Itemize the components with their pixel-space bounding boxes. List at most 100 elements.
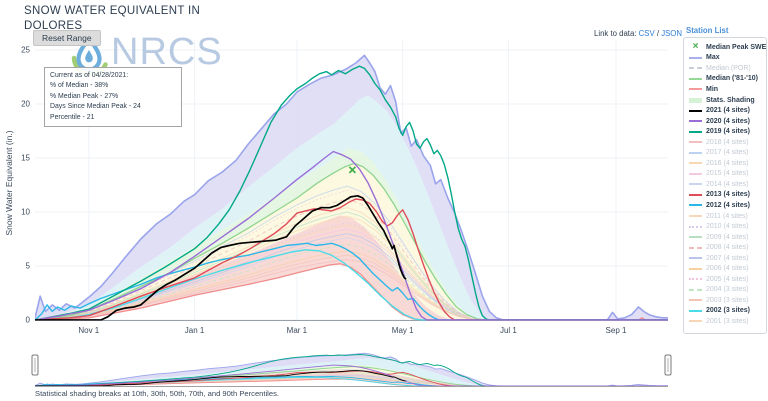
line-swatch-icon xyxy=(689,267,702,270)
legend-label: 2005 (4 sites) xyxy=(706,275,749,283)
legend-item-2014-4-sites[interactable]: 2014 (4 sites) xyxy=(689,179,766,190)
legend-item-2006-4-sites[interactable]: 2006 (4 sites) xyxy=(689,263,766,274)
tooltip-line: Days Since Median Peak - 24 xyxy=(50,103,141,111)
legend-item-2008-4-sites[interactable]: 2008 (4 sites) xyxy=(689,242,766,253)
legend-item-2012-4-sites[interactable]: 2012 (4 sites) xyxy=(689,200,766,211)
range-selector[interactable] xyxy=(31,352,672,387)
line-swatch-icon xyxy=(689,56,702,59)
legend-label: 2019 (4 sites) xyxy=(706,128,750,136)
line-swatch-icon xyxy=(689,183,702,186)
line-swatch-icon xyxy=(689,215,702,218)
x-tick-label: Nov 1 xyxy=(78,326,99,335)
band-median_81_10-p30 xyxy=(35,163,668,320)
reset-range-button[interactable]: Reset Range xyxy=(33,30,101,46)
data-links: Link to data: CSV / JSON xyxy=(594,29,682,38)
tooltip-line: Percentile - 21 xyxy=(50,113,95,121)
series-2004 xyxy=(35,243,668,321)
csv-link[interactable]: CSV xyxy=(638,29,655,38)
legend-item-2001-3-sites[interactable]: 2001 (3 sites) xyxy=(689,316,766,327)
tooltip-line: % of Median - 38% xyxy=(50,82,109,90)
legend-item-2021-4-sites[interactable]: 2021 (4 sites) xyxy=(689,105,766,116)
legend-item-2003-3-sites[interactable]: 2003 (3 sites) xyxy=(689,295,766,306)
y-axis-title: Snow Water Equivalent (in.) xyxy=(4,130,14,235)
legend-label: 2001 (3 sites) xyxy=(706,317,749,325)
legend-item-2016-4-sites[interactable]: 2016 (4 sites) xyxy=(689,158,766,169)
x-tick-label: Sep 1 xyxy=(606,326,627,335)
line-swatch-icon xyxy=(689,120,702,123)
legend-item-2011-4-sites[interactable]: 2011 (4 sites) xyxy=(689,211,766,222)
page-title-line1: SNOW WATER EQUIVALENT IN xyxy=(24,5,201,17)
legend-label: 2018 (4 sites) xyxy=(706,138,749,146)
link-to-data-label: Link to data: xyxy=(594,29,637,38)
line-swatch-icon xyxy=(689,225,702,228)
link-separator: / xyxy=(654,29,662,38)
series-y2012 xyxy=(35,242,668,321)
shading-footnote: Statistical shading breaks at 10th, 30th… xyxy=(35,389,280,398)
nav-series-y2019 xyxy=(34,354,668,387)
line-swatch-icon xyxy=(689,172,702,175)
legend-label: 2017 (4 sites) xyxy=(706,149,749,157)
line-swatch-icon xyxy=(689,162,702,165)
legend-item-2010-4-sites[interactable]: 2010 (4 sites) xyxy=(689,221,766,232)
legend-item-median-peak-swe[interactable]: × Median Peak SWE xyxy=(689,42,766,53)
json-link[interactable]: JSON xyxy=(661,29,682,38)
median-peak-swe-marker xyxy=(348,166,356,174)
legend-label: 2003 (3 sites) xyxy=(706,296,749,304)
line-swatch-icon xyxy=(689,288,702,291)
legend-item-2017-4-sites[interactable]: 2017 (4 sites) xyxy=(689,147,766,158)
y-tick-label: 5 xyxy=(26,262,31,271)
legend-item-2007-4-sites[interactable]: 2007 (4 sites) xyxy=(689,253,766,264)
line-swatch-icon xyxy=(689,236,702,239)
y-tick-label: 0 xyxy=(26,316,31,325)
nav-series-y2020 xyxy=(34,364,668,387)
legend-item-2013-4-sites[interactable]: 2013 (4 sites) xyxy=(689,190,766,201)
legend-label: 2015 (4 sites) xyxy=(706,170,749,178)
line-swatch-icon xyxy=(689,309,702,312)
legend-label: 2006 (4 sites) xyxy=(706,265,749,273)
legend-item-min[interactable]: Min xyxy=(689,84,766,95)
legend-item-2018-4-sites[interactable]: 2018 (4 sites) xyxy=(689,137,766,148)
line-swatch-icon xyxy=(689,109,702,112)
nav-band xyxy=(35,358,668,386)
band-p90-p70 xyxy=(35,95,668,321)
line-swatch-icon xyxy=(689,193,702,196)
legend-item-2015-4-sites[interactable]: 2015 (4 sites) xyxy=(689,169,766,180)
current-conditions-tooltip: Current as of 04/28/2021: % of Median - … xyxy=(44,67,182,128)
legend-item-median-por[interactable]: Median (POR) xyxy=(689,63,766,74)
line-swatch-icon xyxy=(689,130,702,133)
legend-item-2004-3-sites[interactable]: 2004 (3 sites) xyxy=(689,285,766,296)
legend-item-max[interactable]: Max xyxy=(689,53,766,64)
series-2007 xyxy=(35,233,668,321)
median-peak-marker-icon: × xyxy=(692,41,699,53)
legend-label: 2007 (4 sites) xyxy=(706,254,749,262)
legend-label: 2013 (4 sites) xyxy=(706,191,750,199)
x-tick-label: Jul 1 xyxy=(500,326,517,335)
page-title: SNOW WATER EQUIVALENT IN DOLORES xyxy=(24,4,200,34)
nav-series-y2021 xyxy=(35,370,407,387)
series-y2021 xyxy=(35,194,407,321)
legend-label: 2020 (4 sites) xyxy=(706,117,750,125)
legend-label: 2012 (4 sites) xyxy=(706,201,750,209)
nav-series-y2012 xyxy=(34,376,668,387)
main-plot-group xyxy=(35,54,668,321)
station-list-link[interactable]: Station List xyxy=(686,26,729,35)
series-2009 xyxy=(35,211,668,321)
legend-items: × Median Peak SWE Max Median (POR) Median ('… xyxy=(689,42,766,327)
series-y2019 xyxy=(35,65,668,321)
band-max-p90 xyxy=(35,55,668,321)
series-2008 xyxy=(35,198,668,321)
legend-item-2020-4-sites[interactable]: 2020 (4 sites) xyxy=(689,116,766,127)
legend-label: 2002 (3 sites) xyxy=(706,307,750,315)
line-swatch-icon xyxy=(689,257,702,260)
legend-item-median-81-10[interactable]: Median ('81-'10) xyxy=(689,74,766,85)
shading-swatch-icon xyxy=(689,97,702,103)
legend-item-stats-shading[interactable]: Stats. Shading xyxy=(689,95,766,106)
legend-item-2009-4-sites[interactable]: 2009 (4 sites) xyxy=(689,232,766,243)
legend-item-2019-4-sites[interactable]: 2019 (4 sites) xyxy=(689,126,766,137)
legend-item-2002-3-sites[interactable]: 2002 (3 sites) xyxy=(689,306,766,317)
x-tick-label: Jan 1 xyxy=(185,326,205,335)
legend-label: Median (POR) xyxy=(706,64,751,72)
legend-item-2005-4-sites[interactable]: 2005 (4 sites) xyxy=(689,274,766,285)
series-y2002 xyxy=(35,249,668,321)
